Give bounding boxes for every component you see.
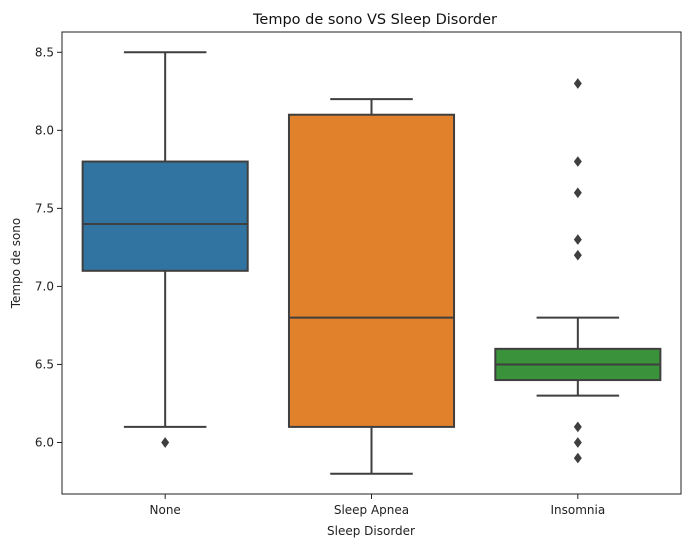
y-tick-label: 8.5 — [35, 45, 54, 59]
chart-title: Tempo de sono VS Sleep Disorder — [252, 12, 497, 28]
outlier-point — [573, 187, 582, 199]
outlier-point — [573, 78, 582, 89]
box-group-insomnia — [494, 78, 662, 464]
x-tick-label: Insomnia — [550, 503, 605, 517]
y-tick-label: 6.0 — [35, 435, 54, 449]
outlier-point — [573, 156, 582, 167]
outlier-point — [573, 452, 582, 464]
outlier-point — [573, 249, 582, 261]
outlier-point — [161, 437, 170, 448]
x-axis-label: Sleep Disorder — [327, 524, 415, 538]
y-tick-label: 8.0 — [35, 123, 54, 137]
outlier-point — [573, 421, 582, 433]
box-group-sleep-apnea — [287, 98, 456, 475]
outlier-point — [573, 437, 582, 448]
outlier-point — [573, 234, 582, 245]
y-tick-label: 7.5 — [35, 201, 54, 215]
box-group-none — [81, 51, 249, 448]
plot-area-frame — [61, 31, 682, 495]
boxes-layer — [81, 51, 662, 475]
y-tick-label: 7.0 — [35, 279, 54, 293]
ticks-layer: 6.0 6.5 7.0 7.5 8.0 8.5 None Sleep Apnea Insomni… — [35, 45, 605, 517]
x-tick-label: Sleep Apnea — [334, 503, 409, 517]
iqr-box — [81, 160, 249, 272]
iqr-box — [287, 113, 456, 428]
y-axis-label: Tempo de sono — [9, 218, 23, 310]
x-tick-label: None — [150, 503, 181, 517]
y-tick-label: 6.5 — [35, 357, 54, 371]
